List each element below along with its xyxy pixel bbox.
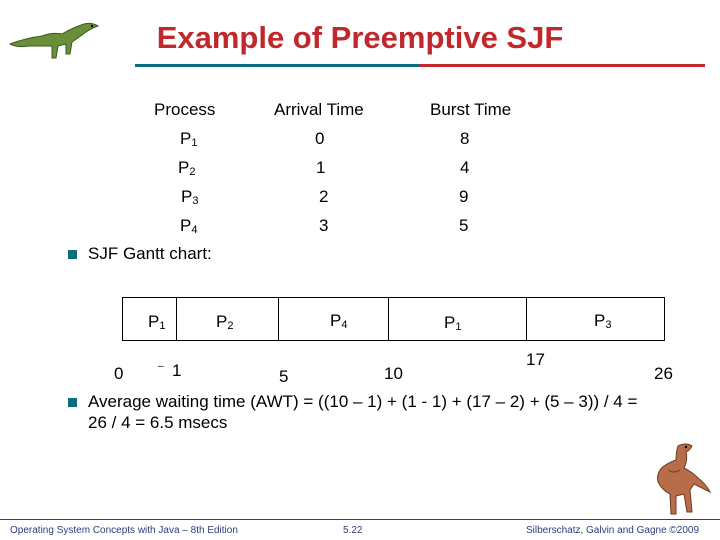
gantt-tick-label: 0 [114,364,124,383]
gantt-segment-label: P4 [330,311,348,331]
table-row-burst: 5 [459,216,469,235]
bullet-marker [68,250,77,259]
table-row-arrival: 3 [319,216,329,235]
title-underline [135,64,705,67]
footer-right: Silberschatz, Galvin and Gagne ©2009 [526,525,700,536]
gantt-chart-box [122,297,665,341]
gantt-tick-label: 10 [384,364,403,383]
table-row-burst: 9 [459,187,469,206]
header-arrival-time: Arrival Time [274,100,364,119]
gantt-divider [278,297,279,341]
footer-page-number: 5.22 [343,525,363,536]
gantt-tick-label: 5 [279,367,289,386]
gantt-chart-label: SJF Gantt chart: [88,244,212,263]
bullet-marker [68,398,77,407]
table-row-arrival: 2 [319,187,329,206]
awt-line-1: Average waiting time (AWT) = ((10 – 1) +… [88,392,638,411]
gantt-divider [176,297,177,341]
header-process: Process [154,100,216,119]
dinosaur-top-left-icon [8,22,100,59]
gantt-divider [388,297,389,341]
table-row-burst: 4 [460,158,470,177]
table-row-process: P2 [178,158,196,178]
gantt-segment-label: P1 [148,312,166,332]
table-row-arrival: 1 [316,158,326,177]
table-row-process: P4 [180,216,198,236]
tick-dash: – [158,361,164,372]
table-row-process: P1 [180,129,198,149]
gantt-divider [526,297,527,341]
gantt-segment-label: P1 [444,313,462,333]
slide-title: Example of Preemptive SJF [156,20,564,55]
gantt-segment-label: P2 [216,312,234,332]
header-burst-time: Burst Time [430,100,512,119]
footer-left: Operating System Concepts with Java – 8t… [10,525,238,536]
dinosaur-bottom-right-icon [657,443,712,515]
gantt-tick-label: 17 [526,350,545,369]
table-row-arrival: 0 [315,129,325,148]
gantt-tick-label: 1 [172,361,182,380]
gantt-tick-label: 26 [654,364,673,383]
footer-rule [0,519,720,520]
table-row-process: P3 [181,187,199,207]
table-row-burst: 8 [460,129,470,148]
gantt-segment-label: P3 [594,311,612,331]
awt-line-2: 26 / 4 = 6.5 msecs [88,413,228,432]
